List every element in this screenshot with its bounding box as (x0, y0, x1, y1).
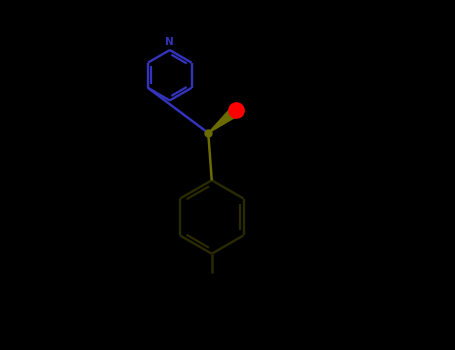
Text: N: N (165, 37, 174, 47)
Polygon shape (208, 106, 240, 133)
Text: O: O (233, 105, 243, 115)
